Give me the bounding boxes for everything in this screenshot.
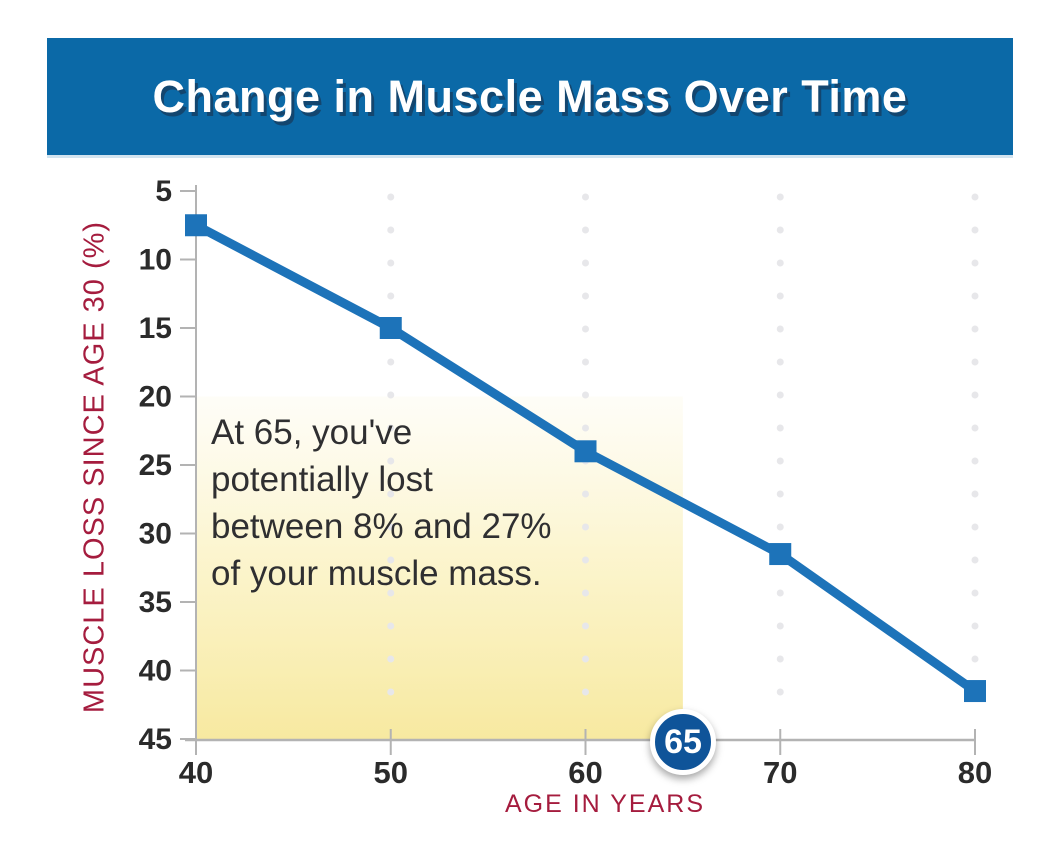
data-point-marker (964, 680, 986, 703)
gridline-dot (776, 259, 784, 267)
gridline-dot (387, 358, 395, 366)
gridline-dot (387, 259, 395, 267)
x-tick-label: 70 (763, 755, 797, 790)
y-tick-label: 40 (139, 655, 172, 688)
gridline-dot (971, 193, 979, 201)
y-tick-label: 20 (139, 381, 172, 414)
gridline-dot (971, 490, 979, 498)
annotation-line: potentially lost (211, 460, 433, 499)
gridline-dot (776, 523, 784, 531)
gridline-dot (776, 226, 784, 234)
gridline-dot (971, 589, 979, 597)
gridline-dot (971, 523, 979, 531)
gridline-dot (387, 391, 395, 399)
data-point-marker (574, 440, 597, 463)
gridline-dot (776, 358, 784, 366)
gridline-dot (582, 523, 589, 531)
gridline-dot (387, 622, 395, 630)
gridline-dot (582, 490, 589, 498)
gridline-dot (971, 325, 979, 333)
gridline-dot (971, 358, 979, 366)
gridline-dot (971, 622, 979, 630)
y-tick-label: 35 (139, 586, 172, 619)
gridline-dot (776, 325, 784, 333)
gridline-dot (776, 688, 784, 696)
y-axis-title: MUSCLE LOSS SINCE AGE 30 (%) (78, 220, 111, 714)
gridline-dot (582, 259, 589, 267)
x-tick-label: 40 (179, 755, 213, 790)
gridline-dot (776, 622, 784, 630)
age-65-callout-label: 65 (664, 722, 702, 761)
x-tick-label: 60 (568, 755, 602, 790)
gridline-dot (776, 391, 784, 399)
gridline-dot (776, 490, 784, 498)
annotation-text: At 65, you've potentially lost between 8… (211, 409, 552, 597)
gridline-dot (582, 556, 589, 564)
y-tick-label: 10 (139, 244, 172, 277)
gridline-dot (387, 523, 395, 531)
annotation-line: At 65, you've (211, 413, 413, 452)
y-tick-label: 5 (155, 175, 172, 208)
gridline-dot (776, 589, 784, 597)
gridline-dot (582, 688, 589, 696)
gridline-dot (387, 424, 395, 432)
gridline-dot (776, 655, 784, 663)
gridline-dot (776, 292, 784, 300)
gridline-dot (582, 292, 589, 300)
gridline-dot (582, 622, 589, 630)
data-point-marker (185, 214, 207, 237)
y-tick-label: 45 (139, 723, 172, 756)
data-point-marker (379, 317, 402, 339)
gridline-dot (387, 226, 395, 234)
gridline-dot (971, 292, 979, 300)
gridline-dot (971, 391, 979, 399)
x-tick-label: 80 (958, 755, 992, 790)
gridline-dot (582, 325, 589, 333)
age-65-callout-badge: 65 (650, 709, 716, 775)
title-banner: Change in Muscle Mass Over Time (47, 38, 1013, 155)
gridline-dot (582, 424, 589, 432)
gridline-dot (582, 193, 589, 201)
y-tick-label: 25 (139, 449, 172, 482)
y-tick-label: 30 (139, 518, 172, 551)
highlight-region (196, 396, 683, 740)
gridline-dot (776, 424, 784, 432)
gridline-dot (776, 193, 784, 201)
gridline-dot (582, 589, 589, 597)
gridline-dot (387, 688, 395, 696)
gridline-dot (387, 655, 395, 663)
gridline-dot (387, 556, 395, 564)
page-title: Change in Muscle Mass Over Time (152, 70, 908, 122)
gridline-dot (971, 226, 979, 234)
gridline-dot (387, 193, 395, 201)
x-axis-title: AGE IN YEARS (505, 790, 705, 818)
gridline-dot (582, 391, 589, 399)
gridline-dot (387, 457, 395, 465)
gridline-dot (971, 424, 979, 432)
annotation-line: of your muscle mass. (211, 554, 542, 593)
gridline-dot (387, 490, 395, 498)
y-tick-label: 15 (139, 312, 172, 345)
gridline-dot (582, 226, 589, 234)
gridline-dot (387, 589, 395, 597)
gridline-dot (582, 655, 589, 663)
annotation-line: between 8% and 27% (211, 507, 552, 546)
x-tick-label: 50 (374, 755, 408, 790)
data-point-marker (769, 543, 792, 566)
gridline-dot (971, 556, 979, 564)
gridline-dot (971, 259, 979, 267)
gridline-dot (776, 457, 784, 465)
gridline-dot (387, 292, 395, 300)
gridline-dot (971, 655, 979, 663)
gridline-dot (971, 457, 979, 465)
gridline-dot (582, 358, 589, 366)
